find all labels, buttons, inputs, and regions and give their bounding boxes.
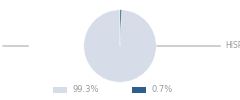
Text: 99.3%: 99.3% [72, 86, 98, 94]
Wedge shape [120, 10, 122, 46]
Wedge shape [84, 10, 156, 82]
FancyBboxPatch shape [132, 87, 146, 93]
Text: HISPANIC: HISPANIC [226, 42, 240, 50]
Text: 0.7%: 0.7% [151, 86, 173, 94]
FancyBboxPatch shape [53, 87, 67, 93]
